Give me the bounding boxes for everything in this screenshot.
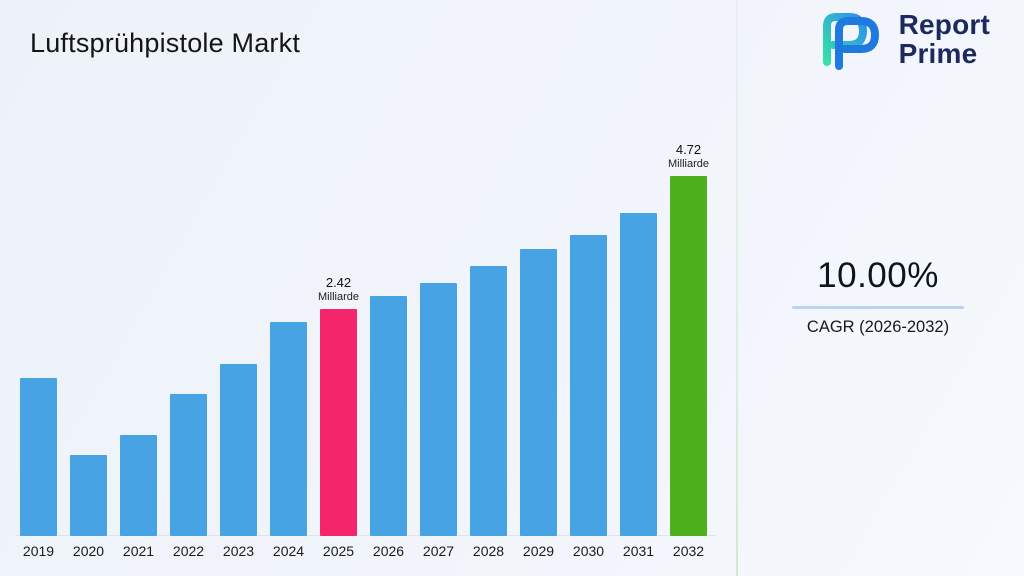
x-tick-2020: 2020 bbox=[72, 543, 105, 559]
bar-2032 bbox=[670, 176, 707, 536]
x-axis-line bbox=[16, 535, 716, 536]
bar-group-2023: 2023 bbox=[220, 364, 257, 560]
logo-line-prime: Prime bbox=[898, 38, 978, 69]
bar-unit-2025: Milliarde bbox=[318, 291, 359, 303]
bar-2024 bbox=[270, 322, 307, 536]
bar-group-2019: 2019 bbox=[20, 378, 57, 560]
x-tick-2022: 2022 bbox=[172, 543, 205, 559]
bar-group-2030: 2030 bbox=[570, 235, 607, 560]
bar-group-2021: 2021 bbox=[120, 435, 157, 560]
x-tick-2021: 2021 bbox=[122, 543, 155, 559]
x-tick-2027: 2027 bbox=[422, 543, 455, 559]
logo-line-report: Report bbox=[898, 9, 990, 41]
x-tick-2023: 2023 bbox=[222, 543, 255, 559]
bar-2026 bbox=[370, 296, 407, 536]
report-prime-logo-text: Report Prime bbox=[899, 11, 990, 68]
report-prime-logo-icon bbox=[822, 13, 879, 70]
cagr-label: CAGR (2026-2032) bbox=[806, 318, 950, 336]
bar-2031 bbox=[620, 213, 657, 536]
bar-group-2026: 2026 bbox=[370, 296, 407, 560]
bar-2025 bbox=[320, 309, 357, 536]
x-tick-2031: 2031 bbox=[622, 543, 655, 559]
x-tick-2026: 2026 bbox=[372, 543, 405, 559]
bar-2027 bbox=[420, 283, 457, 536]
bar-unit-2032: Milliarde bbox=[668, 158, 709, 170]
bar-2020 bbox=[70, 455, 107, 536]
bar-group-2032: 4.72 Milliarde 2032 bbox=[668, 142, 709, 560]
bar-group-2025: 2.42 Milliarde 2025 bbox=[318, 275, 359, 560]
x-tick-2025: 2025 bbox=[322, 543, 355, 559]
bar-group-2031: 2031 bbox=[620, 213, 657, 560]
bar-group-2024: 2024 bbox=[270, 322, 307, 560]
x-tick-2028: 2028 bbox=[472, 543, 505, 559]
bar-value-label-2025: 2.42 Milliarde bbox=[318, 275, 359, 304]
report-prime-logo: Report Prime bbox=[811, 8, 990, 72]
bar-chart: 2019 2020 2021 2022 2023 2024 2.42 Milliarde 202… bbox=[20, 142, 709, 560]
bar-2023 bbox=[220, 364, 257, 536]
bar-value-2025: 2.42 bbox=[325, 275, 352, 290]
bar-group-2028: 2028 bbox=[470, 266, 507, 560]
cagr-value: 10.00% bbox=[817, 256, 939, 295]
bar-2029 bbox=[520, 249, 557, 536]
panel-divider bbox=[736, 0, 738, 576]
bar-group-2020: 2020 bbox=[70, 455, 107, 560]
page-title: Luftsprühpistole Markt bbox=[30, 28, 301, 59]
x-tick-2024: 2024 bbox=[272, 543, 305, 559]
bar-group-2022: 2022 bbox=[170, 394, 207, 560]
bar-2030 bbox=[570, 235, 607, 536]
bar-group-2029: 2029 bbox=[520, 249, 557, 560]
cagr-underline bbox=[792, 306, 964, 309]
bar-2021 bbox=[120, 435, 157, 536]
x-tick-2019: 2019 bbox=[22, 543, 55, 559]
cagr-block: 10.00% CAGR (2026-2032) bbox=[748, 256, 1008, 337]
bar-2019 bbox=[20, 378, 57, 536]
bar-value-2032: 4.72 bbox=[675, 142, 702, 157]
bar-value-label-2032: 4.72 Milliarde bbox=[668, 142, 709, 171]
bar-group-2027: 2027 bbox=[420, 283, 457, 560]
x-tick-2030: 2030 bbox=[572, 543, 605, 559]
bar-2022 bbox=[170, 394, 207, 536]
x-tick-2029: 2029 bbox=[522, 543, 555, 559]
bar-2028 bbox=[470, 266, 507, 536]
x-tick-2032: 2032 bbox=[672, 543, 705, 559]
